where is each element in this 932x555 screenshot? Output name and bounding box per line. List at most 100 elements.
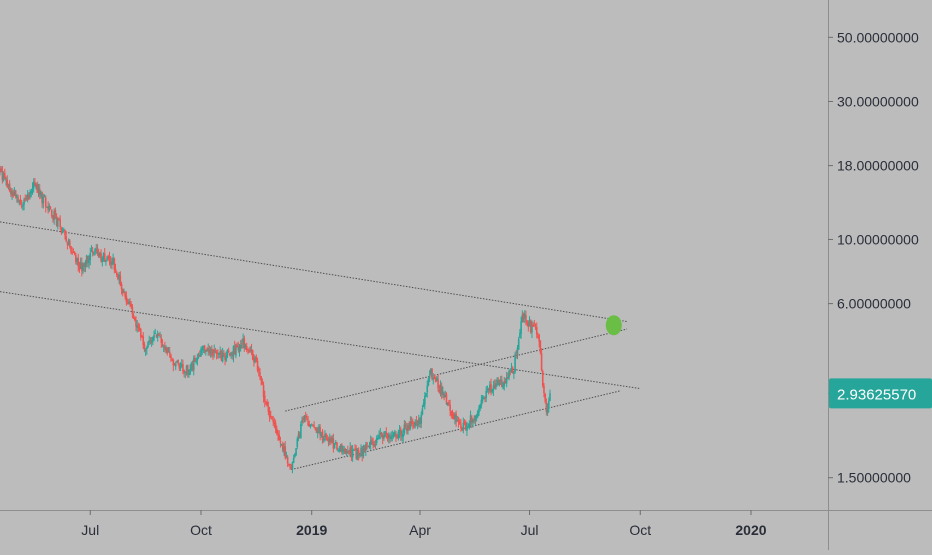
candle-body	[120, 284, 123, 290]
candle-body	[115, 272, 118, 275]
candle-body	[44, 197, 47, 207]
candle-body	[262, 385, 265, 398]
candle-body	[350, 446, 353, 458]
candle-body	[434, 378, 437, 383]
candle-body	[162, 345, 165, 347]
candle-body	[257, 369, 260, 371]
candle-body	[478, 407, 480, 413]
candle-body	[113, 258, 116, 270]
candle-body	[461, 429, 463, 431]
candle-body	[294, 454, 296, 457]
candle-body	[38, 188, 41, 195]
candle-body	[472, 420, 474, 423]
candle-body	[302, 418, 305, 420]
candle-body	[177, 359, 179, 364]
candle-body	[211, 348, 213, 356]
candle-body	[53, 211, 55, 220]
candle-body	[114, 268, 117, 271]
price-tick-label: 30.00000000	[837, 93, 919, 109]
candle-body	[314, 427, 317, 430]
candle-body	[359, 454, 361, 456]
candle-body	[517, 338, 520, 350]
candle-body	[82, 265, 84, 271]
trendline-4[interactable]	[291, 390, 622, 471]
candle-body	[401, 435, 403, 437]
candle-body	[318, 426, 320, 434]
candle-body	[356, 449, 359, 459]
candle-body	[48, 206, 51, 211]
candle-body	[267, 406, 270, 413]
candle-body	[158, 334, 160, 336]
trendline-layer[interactable]	[0, 221, 641, 471]
candle-body	[431, 368, 433, 379]
candle-body	[72, 251, 75, 253]
candle-body	[546, 408, 549, 414]
candle-body	[241, 343, 243, 345]
candle-body	[152, 336, 154, 341]
candle-body	[30, 191, 33, 194]
candle-body	[142, 336, 145, 346]
candle-body	[425, 393, 427, 397]
candle-body	[245, 345, 248, 351]
candle-body	[107, 256, 110, 258]
candle-body	[336, 442, 338, 450]
candle-body	[201, 348, 203, 351]
candle-body	[176, 361, 178, 363]
candle-body	[411, 422, 414, 424]
candle-body	[337, 450, 339, 452]
candle-body	[300, 424, 302, 439]
candle-body	[285, 456, 288, 458]
candle-body	[375, 437, 378, 444]
candle-body	[54, 210, 57, 216]
candle-body	[378, 435, 380, 439]
candle-body	[28, 195, 30, 199]
candle-body	[398, 429, 401, 434]
candle-body	[106, 256, 108, 260]
candle-body	[23, 199, 25, 205]
candle-body	[261, 380, 264, 385]
candle-body	[168, 351, 171, 354]
candle-body	[324, 434, 326, 438]
candle-body	[69, 240, 71, 247]
price-tick-label: 1.50000000	[837, 470, 911, 486]
trendline-3[interactable]	[285, 328, 628, 412]
candle-body	[491, 389, 494, 393]
candle-body	[366, 442, 368, 445]
candle-body	[464, 422, 467, 430]
candle-body	[214, 350, 217, 352]
candle-body	[448, 402, 450, 404]
candle-body	[510, 368, 513, 372]
candle-body	[445, 393, 448, 405]
candle-body	[133, 317, 136, 321]
candle-body	[93, 253, 95, 255]
trendline-2[interactable]	[0, 291, 641, 390]
candle-body	[40, 191, 42, 197]
candle-body	[334, 442, 337, 444]
candle-body	[269, 416, 272, 418]
candle-body	[307, 420, 309, 426]
candle-body	[271, 416, 273, 419]
candle-body	[178, 364, 181, 369]
candle-body	[78, 265, 81, 270]
candle-body	[386, 434, 389, 439]
current-price-badge[interactable]	[829, 378, 932, 409]
candle-body	[450, 411, 453, 416]
candle-body	[454, 414, 456, 420]
time-tick-label: Jul	[81, 522, 99, 538]
candle-body	[170, 354, 172, 358]
candle-body	[97, 252, 100, 257]
candle-body	[316, 431, 319, 433]
candle-body	[32, 181, 35, 189]
candle-body	[65, 236, 67, 242]
candle-body	[399, 428, 402, 436]
candle-body	[144, 349, 147, 351]
candle-body	[46, 206, 48, 208]
candle-body	[194, 358, 196, 362]
candle-body	[230, 352, 232, 355]
candle-body	[495, 383, 497, 389]
trendline-1[interactable]	[0, 221, 628, 323]
candle-body	[22, 205, 24, 207]
candle-body	[232, 346, 235, 357]
